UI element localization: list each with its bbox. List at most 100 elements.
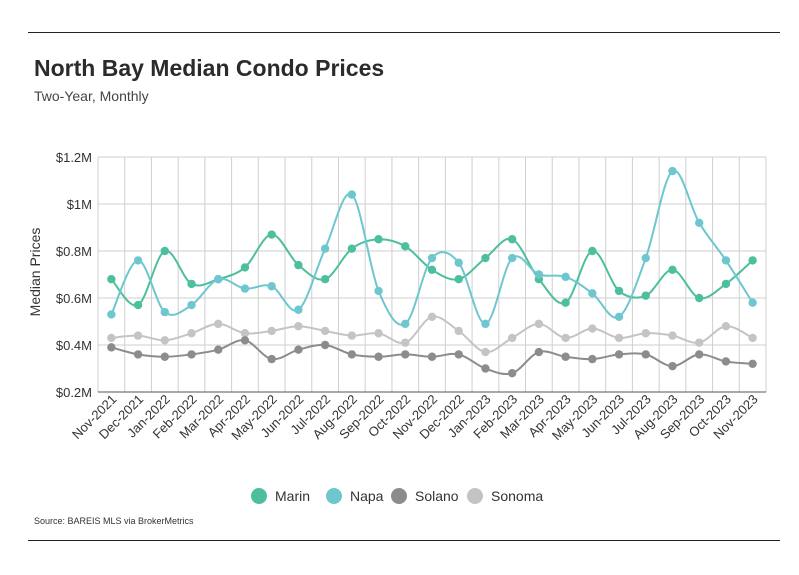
data-point-napa xyxy=(588,289,597,298)
data-point-marin xyxy=(374,235,383,244)
data-point-solano xyxy=(695,350,704,359)
y-tick-label: $0.8M xyxy=(56,244,92,259)
legend-item-marin: Marin xyxy=(251,488,310,504)
data-point-sonoma xyxy=(133,331,143,340)
legend-item-sonoma: Sonoma xyxy=(467,488,543,504)
data-point-napa xyxy=(427,253,437,263)
data-point-sonoma xyxy=(534,319,544,329)
data-point-sonoma xyxy=(214,319,223,329)
data-point-sonoma xyxy=(427,312,437,321)
data-point-marin xyxy=(588,246,597,256)
data-point-sonoma xyxy=(668,331,677,340)
bottom-rule xyxy=(28,540,780,541)
data-point-napa xyxy=(721,256,731,265)
data-point-sonoma xyxy=(641,329,650,338)
legend-item-napa: Napa xyxy=(326,488,384,504)
y-axis-title: Median Prices xyxy=(27,228,43,317)
data-point-solano xyxy=(561,352,570,361)
data-point-sonoma xyxy=(721,322,731,331)
data-point-marin xyxy=(668,265,677,274)
data-point-napa xyxy=(107,310,116,319)
data-point-marin xyxy=(561,298,570,307)
data-point-napa xyxy=(561,272,570,282)
legend: Marin Napa Solano Sonoma xyxy=(251,488,543,504)
data-point-sonoma xyxy=(454,326,463,336)
y-tick-label: $1.2M xyxy=(56,150,92,165)
data-point-napa xyxy=(240,284,250,293)
data-point-sonoma xyxy=(320,326,330,336)
data-point-napa xyxy=(320,244,330,253)
legend-label: Solano xyxy=(415,488,459,504)
data-point-marin xyxy=(160,246,169,256)
legend-label: Napa xyxy=(350,488,384,504)
legend-swatch xyxy=(391,488,407,504)
data-point-sonoma xyxy=(401,338,410,347)
data-point-solano xyxy=(374,352,383,361)
series-sonoma xyxy=(107,312,757,357)
data-point-marin xyxy=(641,291,650,300)
data-point-solano xyxy=(133,350,143,359)
legend-swatch xyxy=(467,488,483,504)
data-point-sonoma xyxy=(507,333,517,343)
y-tick-label: $1M xyxy=(67,197,92,212)
data-point-sonoma xyxy=(588,324,597,333)
data-point-napa xyxy=(133,256,143,265)
data-point-solano xyxy=(481,364,490,373)
data-point-solano xyxy=(721,357,731,366)
data-point-solano xyxy=(401,350,410,359)
data-point-sonoma xyxy=(748,333,757,343)
data-point-napa xyxy=(614,312,624,321)
data-point-marin xyxy=(107,275,116,284)
data-point-solano xyxy=(214,345,223,354)
series-layer xyxy=(107,166,757,378)
data-point-sonoma xyxy=(107,333,116,343)
data-point-marin xyxy=(294,260,303,270)
data-point-napa xyxy=(481,319,490,329)
data-point-marin xyxy=(267,230,276,239)
data-point-napa xyxy=(454,258,463,267)
data-point-marin xyxy=(481,253,490,263)
data-point-solano xyxy=(347,350,357,359)
data-point-marin xyxy=(240,263,250,272)
legend-label: Sonoma xyxy=(491,488,543,504)
chart-subtitle: Two-Year, Monthly xyxy=(34,88,149,104)
data-point-solano xyxy=(320,340,330,350)
chart-title: North Bay Median Condo Prices xyxy=(34,55,385,81)
data-point-napa xyxy=(534,270,544,279)
data-point-napa xyxy=(748,298,757,307)
data-point-marin xyxy=(454,275,463,284)
data-point-sonoma xyxy=(374,329,383,338)
data-point-solano xyxy=(187,350,196,359)
data-point-sonoma xyxy=(294,322,303,331)
data-point-solano xyxy=(427,352,437,361)
data-point-marin xyxy=(695,293,704,303)
data-point-napa xyxy=(695,218,704,227)
data-point-sonoma xyxy=(240,329,250,338)
y-tick-label: $0.2M xyxy=(56,385,92,400)
data-point-marin xyxy=(401,242,410,251)
data-point-solano xyxy=(160,352,169,361)
data-point-sonoma xyxy=(695,338,704,347)
data-point-sonoma xyxy=(267,326,276,336)
data-point-solano xyxy=(454,350,463,359)
data-point-marin xyxy=(320,275,330,284)
data-point-sonoma xyxy=(187,329,196,338)
series-line-napa xyxy=(110,169,754,326)
series-line-sonoma xyxy=(111,315,754,354)
data-point-napa xyxy=(641,253,650,263)
data-point-solano xyxy=(748,359,757,368)
data-point-marin xyxy=(347,244,357,253)
legend-swatch xyxy=(251,488,267,504)
data-point-marin xyxy=(721,279,731,289)
data-point-solano xyxy=(668,361,677,371)
data-point-solano xyxy=(267,354,276,364)
data-point-solano xyxy=(240,336,250,345)
data-point-sonoma xyxy=(614,333,624,343)
source-note: Source: BAREIS MLS via BrokerMetrics xyxy=(34,516,194,526)
series-napa xyxy=(107,166,757,329)
data-point-marin xyxy=(748,256,757,265)
data-point-marin xyxy=(507,235,517,244)
data-point-marin xyxy=(187,279,196,289)
data-point-napa xyxy=(214,275,223,284)
